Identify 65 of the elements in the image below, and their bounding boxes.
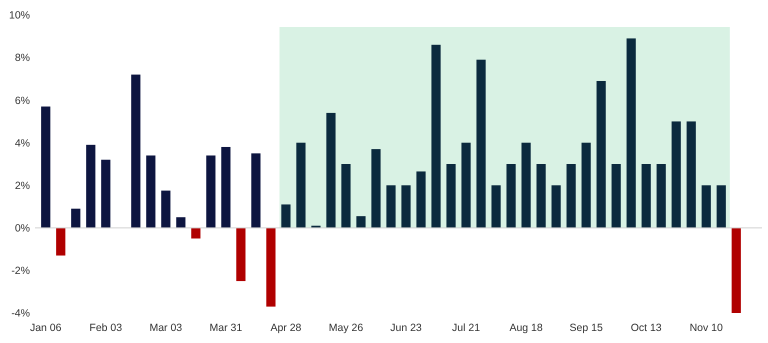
bar (206, 155, 216, 228)
bar (626, 38, 636, 228)
y-tick-label: 0% (14, 222, 30, 235)
x-tick-label: Jun 23 (390, 322, 422, 334)
x-tick-label: Mar 03 (149, 322, 182, 334)
bar (296, 142, 306, 228)
y-tick-label: 8% (14, 52, 30, 64)
bar (446, 164, 456, 228)
x-tick-label: May 26 (328, 322, 364, 334)
bar (71, 208, 80, 228)
bar (552, 185, 561, 228)
bar (161, 190, 170, 228)
y-tick-label: 10% (8, 10, 30, 22)
bar (686, 121, 696, 228)
bar (566, 164, 576, 228)
bar (146, 155, 156, 228)
x-tick-label: Mar 31 (210, 322, 242, 334)
bar (326, 112, 336, 228)
bar (521, 142, 531, 228)
bar (236, 228, 246, 282)
bar (401, 185, 411, 228)
bar (86, 144, 96, 228)
bar (416, 171, 426, 228)
bar (131, 74, 140, 228)
bar (41, 106, 50, 228)
bar (221, 146, 230, 228)
bar (506, 164, 516, 228)
x-tick-label: Jan 06 (30, 322, 62, 334)
bar (281, 204, 291, 228)
x-tick-label: Jul 21 (452, 322, 480, 334)
y-tick-label: 2% (14, 180, 30, 192)
bar (476, 60, 486, 228)
x-tick-label: Feb 03 (89, 322, 122, 334)
bar (702, 185, 711, 228)
bar (672, 121, 681, 228)
y-tick-label: 4% (14, 137, 30, 150)
bar (612, 164, 621, 228)
bar (191, 228, 200, 238)
bar (431, 44, 441, 228)
bar (251, 153, 260, 228)
y-tick-label: -2% (11, 265, 30, 278)
bar (582, 142, 591, 228)
bar (716, 185, 726, 228)
y-tick-label: 6% (14, 94, 30, 107)
bar (266, 228, 276, 307)
bar (461, 142, 471, 228)
x-tick-label: Sep 15 (570, 322, 603, 334)
bar (341, 164, 351, 228)
bar (596, 80, 606, 228)
x-tick-label: Apr 28 (270, 322, 302, 334)
bar (491, 185, 501, 228)
bar (732, 228, 741, 313)
bar (656, 164, 666, 228)
bar (56, 228, 66, 256)
bar (536, 164, 546, 228)
bar (642, 164, 651, 228)
bar (176, 217, 186, 228)
y-tick-label: -4% (11, 308, 30, 320)
x-tick-label: Nov 10 (690, 322, 724, 334)
bar (386, 185, 396, 228)
bar (101, 160, 110, 228)
bar (371, 149, 381, 228)
x-tick-label: Aug 18 (509, 322, 543, 334)
x-tick-label: Oct 13 (630, 322, 662, 334)
bar (356, 216, 366, 228)
